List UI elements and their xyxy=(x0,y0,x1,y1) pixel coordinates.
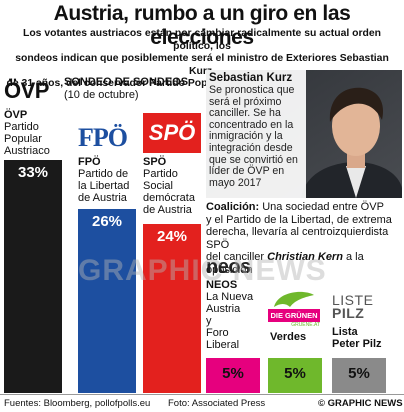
leaf-icon xyxy=(274,291,314,307)
bio-line: integración desde xyxy=(209,141,293,154)
bar-neos: 5% xyxy=(206,358,260,393)
coalition-line: derecha, llevaría al centroizquierdista … xyxy=(206,226,389,251)
party-name-line: Peter Pilz xyxy=(332,338,382,350)
bio-line: Se pronostica que xyxy=(209,84,295,96)
bio-line: canciller. Se ha xyxy=(209,107,281,120)
party-name-line: Austriaco xyxy=(4,145,50,157)
bar-greens: 5% xyxy=(268,358,322,393)
party-name-line: Foro xyxy=(206,327,229,339)
pilz-label: Lista Peter Pilz xyxy=(332,326,382,350)
party-name-line: Liberal xyxy=(206,339,240,351)
bar-value-label: 5% xyxy=(284,365,306,382)
bar-spo: 24% xyxy=(143,224,201,393)
profile-box: Sebastian Kurz Se pronostica que será el… xyxy=(206,70,402,198)
page-title: Austria, rumbo a un giro en las eleccion… xyxy=(53,2,351,49)
party-abbrev: FPÖ xyxy=(78,156,101,168)
fpo-label: FPÖ Partido de la Libertad de Austria xyxy=(78,156,129,204)
party-name-line: Lista xyxy=(332,326,358,338)
bio-line: inmigración y la xyxy=(209,130,283,143)
coalition-label: Coalición: xyxy=(206,201,260,213)
bar-value-label: 24% xyxy=(156,228,188,245)
party-name-line: Popular xyxy=(4,133,42,145)
coalition-line: del canciller Christian Kern a la oposic… xyxy=(206,251,364,276)
bar-value-label: 5% xyxy=(348,365,370,382)
neos-logo: neos xyxy=(206,256,251,278)
coalition-note: Coalición: Una sociedad entre ÖVP y el P… xyxy=(206,201,404,277)
party-name-line: Social xyxy=(143,180,173,192)
footer-sources: Fuentes: Bloomberg, pollofpolls.eu xyxy=(4,398,151,409)
profile-bio: Se pronostica que será el próximo cancil… xyxy=(209,84,313,189)
bar-value-label: 26% xyxy=(91,213,123,230)
subtitle-line: de 31 años, del conservador Partido Popu… xyxy=(6,78,398,89)
bar-value-label: 5% xyxy=(222,365,244,382)
coalition-line: Coalición: Una sociedad entre ÖVP xyxy=(206,201,384,213)
party-name-line: la Libertad xyxy=(78,180,130,192)
neos-label: NEOS La Nueva Austria y Foro Liberal xyxy=(206,279,253,351)
profile-name: Sebastian Kurz xyxy=(209,72,293,84)
bar-pilz: 5% xyxy=(332,358,386,393)
fpo-logo: FPÖ xyxy=(78,123,128,152)
bio-line: que se convirtió en xyxy=(209,153,298,166)
bio-line: concentrado en la xyxy=(209,118,294,131)
party-abbrev: NEOS xyxy=(206,279,238,291)
footer-credit: © GRAPHIC NEWS xyxy=(318,398,403,409)
greens-label: Verdes xyxy=(270,331,307,343)
subtitle-line: sondeos indican que posiblemente será el… xyxy=(15,53,389,77)
spo-logo: SPÖ xyxy=(143,113,201,153)
party-name-line: Partido xyxy=(143,168,178,180)
pilz-logo: LISTE PILZ xyxy=(332,292,374,321)
bio-line: será el próximo xyxy=(209,95,282,108)
poll-date: (10 de octubre) xyxy=(64,89,139,101)
subtitle-line: Los votantes austriacos están por cambia… xyxy=(22,28,382,52)
party-name-line: de Austria xyxy=(78,192,127,204)
party-abbrev: ÖVP xyxy=(4,109,28,121)
party-abbrev: SPÖ xyxy=(143,156,167,168)
party-name-line: de Austria xyxy=(143,204,192,216)
ovp-label: ÖVP Partido Popular Austriaco xyxy=(4,109,50,157)
poll-title: SONDEO DE SONDEOS xyxy=(64,76,189,88)
party-name-line: y xyxy=(206,315,212,327)
party-name-line: Austria xyxy=(206,303,241,315)
watermark: GRAPHIC NEWS xyxy=(78,254,327,287)
party-name-line: La Nueva xyxy=(206,291,254,303)
coalition-line: y el Partido de la Libertad, de extrema xyxy=(206,213,392,226)
greens-logo: DIE GRÜNEN GRUENE.AT xyxy=(268,287,320,329)
bar-ovp: 33% xyxy=(4,160,62,393)
ovp-logo: ÖVP xyxy=(4,78,49,103)
footer-photo: Foto: Associated Press xyxy=(168,398,266,409)
spo-label: SPÖ Partido Social demócrata de Austria xyxy=(143,156,195,216)
footer-rule xyxy=(0,394,404,395)
subtitle: Los votantes austriacos están por cambia… xyxy=(2,28,402,91)
bar-fpo: 26% xyxy=(78,209,136,393)
party-name-line: Partido de xyxy=(78,168,129,180)
bio-line: mayo 2017 xyxy=(209,176,262,189)
bar-value-label: 33% xyxy=(17,164,49,181)
party-name-line: demócrata xyxy=(143,192,195,204)
coalition-person: Christian Kern xyxy=(267,251,343,264)
party-name-line: Partido xyxy=(4,121,39,133)
bio-line: líder de ÖVP en xyxy=(209,165,285,178)
